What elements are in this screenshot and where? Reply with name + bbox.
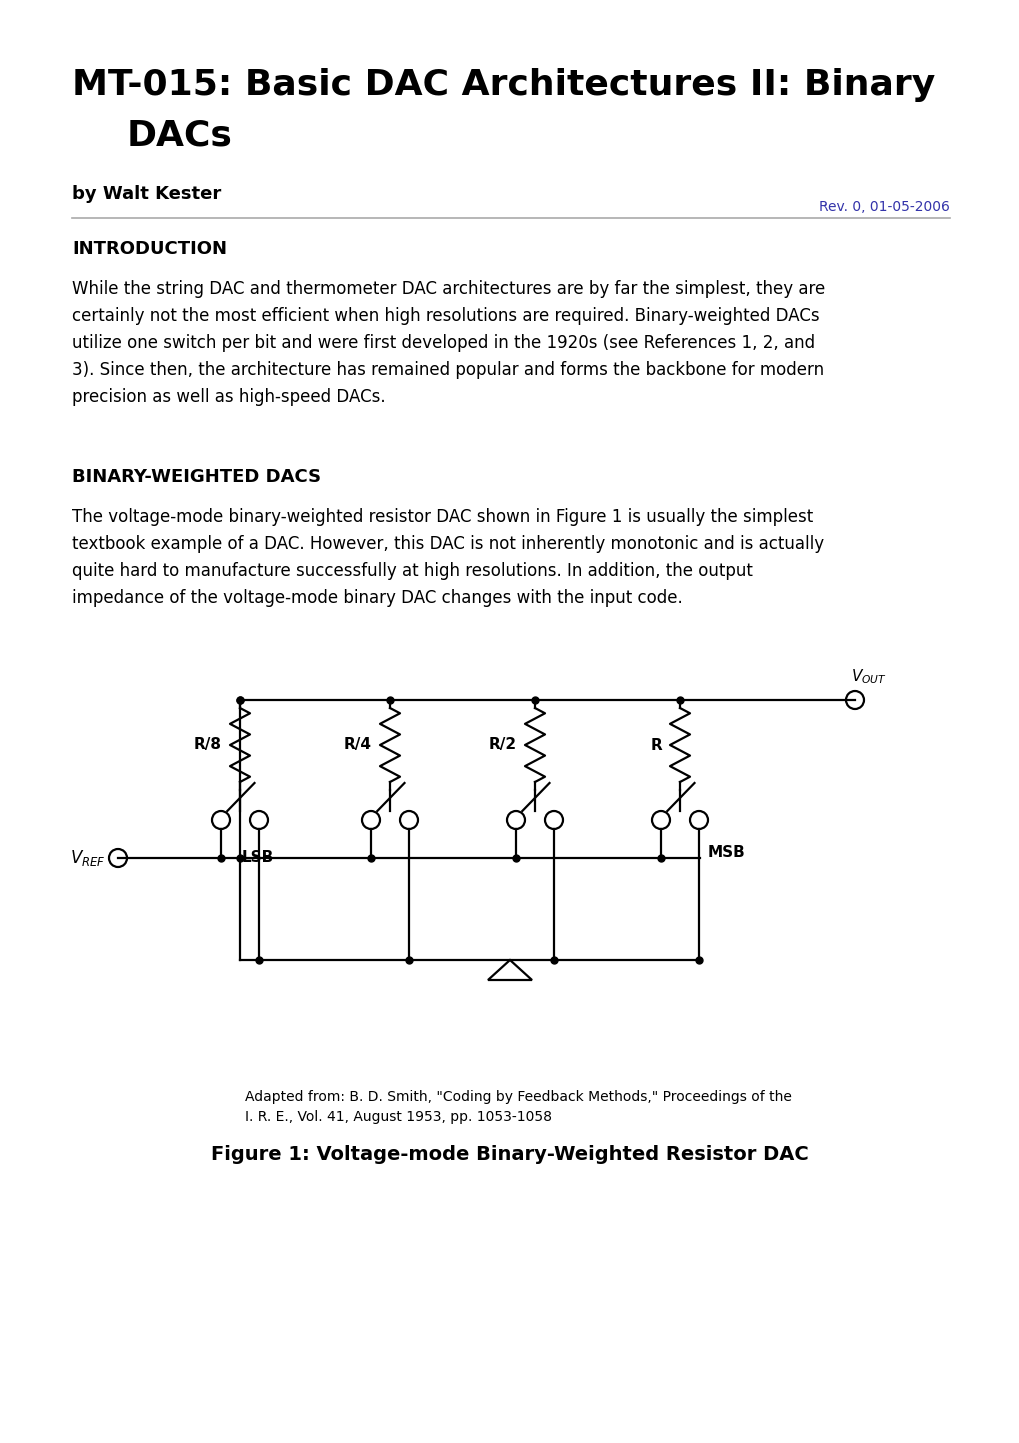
- Text: MSB: MSB: [707, 846, 745, 860]
- Text: R/2: R/2: [488, 737, 517, 752]
- Text: R/8: R/8: [194, 737, 222, 752]
- Text: While the string DAC and thermometer DAC architectures are by far the simplest, : While the string DAC and thermometer DAC…: [72, 280, 824, 407]
- Text: INTRODUCTION: INTRODUCTION: [72, 240, 227, 258]
- Text: MT-015: Basic DAC Architectures II: Binary: MT-015: Basic DAC Architectures II: Bina…: [72, 68, 934, 102]
- Text: by Walt Kester: by Walt Kester: [72, 185, 221, 203]
- Text: Adapted from: B. D. Smith, "Coding by Feedback Methods," Proceedings of the
I. R: Adapted from: B. D. Smith, "Coding by Fe…: [245, 1089, 791, 1124]
- Text: $V_{OUT}$: $V_{OUT}$: [850, 667, 886, 685]
- Text: Figure 1: Voltage-mode Binary-Weighted Resistor DAC: Figure 1: Voltage-mode Binary-Weighted R…: [211, 1144, 808, 1165]
- Text: The voltage-mode binary-weighted resistor DAC shown in Figure 1 is usually the s: The voltage-mode binary-weighted resisto…: [72, 508, 823, 608]
- Text: R/4: R/4: [343, 737, 372, 752]
- Text: BINARY-WEIGHTED DACS: BINARY-WEIGHTED DACS: [72, 468, 321, 486]
- Text: Rev. 0, 01-05-2006: Rev. 0, 01-05-2006: [818, 201, 949, 214]
- Text: $V_{REF}$: $V_{REF}$: [70, 848, 106, 869]
- Text: DACs: DACs: [127, 118, 232, 152]
- Text: LSB: LSB: [242, 850, 274, 864]
- Text: R: R: [650, 737, 661, 752]
